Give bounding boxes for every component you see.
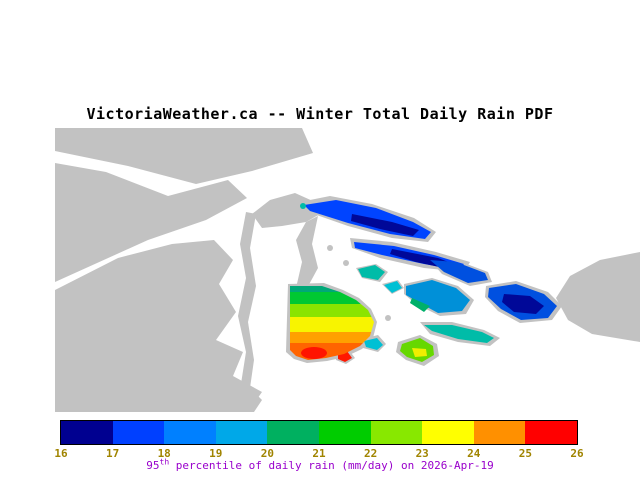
overlay-island-h-yellow — [412, 348, 427, 357]
land-north-shore — [55, 128, 313, 184]
colorbar-segment — [370, 421, 423, 444]
colorbar-tick-label: 21 — [312, 447, 326, 460]
land-east-mass — [556, 252, 640, 342]
victoria-band-red — [301, 347, 327, 359]
land-vancouver-island — [55, 240, 262, 412]
overlay-islet-cyan — [364, 338, 383, 350]
overlay-island-a-navy — [351, 214, 419, 236]
victoria-band-green — [290, 292, 374, 304]
caption: 95th percentile of daily rain (mm/day) o… — [0, 457, 640, 472]
page-title: VictoriaWeather.ca -- Winter Total Daily… — [86, 105, 554, 123]
colorbar-tick-label: 20 — [260, 447, 275, 460]
colorbar-tick-label: 24 — [467, 447, 481, 460]
overlay-island-d-green — [410, 298, 430, 312]
land-saanich-east-shore — [296, 216, 318, 290]
victoria-band-orange — [290, 332, 374, 343]
islet — [343, 260, 349, 266]
colorbar-tick-label: 19 — [209, 447, 223, 460]
land-cowichan — [55, 163, 247, 282]
colorbar-segment — [525, 421, 577, 444]
caption-number: 95 — [146, 459, 160, 472]
colorbar-segment — [318, 421, 371, 444]
overlay-island-d-lightblue — [406, 280, 470, 313]
colorbar-tick-label: 23 — [415, 447, 429, 460]
colorbar-tick-label: 25 — [518, 447, 533, 460]
colorbar-tick-label: 17 — [105, 447, 120, 460]
victoria-rain-region — [290, 286, 374, 360]
colorbar-segment — [112, 421, 165, 444]
colorbar-tick-label: 22 — [363, 447, 378, 460]
colorbar-tick-labels: 16 17 18 19 20 21 22 23 24 25 26 — [54, 447, 583, 460]
colorbar-segment — [473, 421, 526, 444]
islet — [327, 245, 333, 251]
colorbar-tick-label: 16 — [54, 447, 68, 460]
colorbar-segment — [164, 421, 216, 444]
colorbar-segment — [422, 421, 474, 444]
colorbar-segment — [267, 421, 319, 444]
colorbar-segment — [215, 421, 268, 444]
colorbar-tick-label: 26 — [570, 447, 584, 460]
land-saanich-west-shore — [238, 212, 262, 412]
victoria-band-yellow — [290, 317, 374, 332]
overlay-island-e-royal — [430, 260, 488, 283]
colorbar-tick-label: 18 — [157, 447, 171, 460]
caption-superscript: th — [159, 457, 170, 467]
islet — [385, 315, 391, 321]
overlay-island-g-teal — [424, 325, 494, 343]
overlay-island-a-tip-teal — [300, 203, 306, 209]
victoria-band-chartreuse — [290, 304, 374, 317]
colorbar-segment — [61, 421, 113, 444]
overlay-island-f-navy — [502, 294, 544, 314]
colorbar — [60, 420, 578, 445]
caption-text: percentile of daily rain (mm/day) on 202… — [169, 459, 494, 472]
overlay-islet-c2-cyan — [384, 281, 402, 293]
overlay-islet-c1-teal — [358, 265, 385, 280]
